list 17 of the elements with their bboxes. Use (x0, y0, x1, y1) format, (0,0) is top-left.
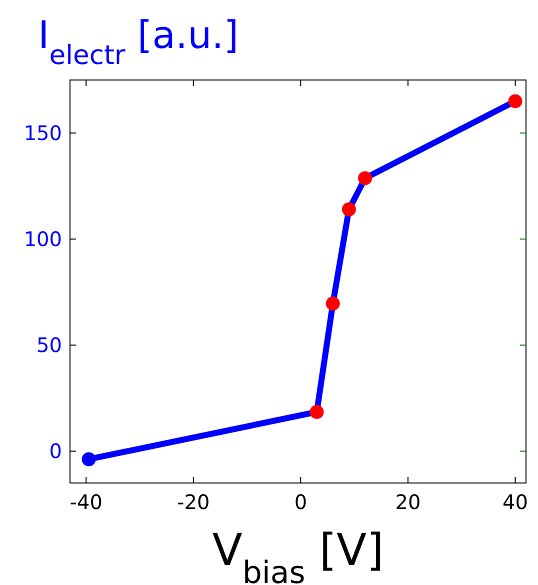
x-tick-label: 0 (294, 490, 308, 514)
point (342, 202, 356, 216)
x-axis-title: V$_{bias}$ [V] (212, 525, 384, 585)
x-tick-label: -20 (177, 490, 210, 514)
x-tick-label: 20 (395, 490, 421, 514)
y-axis-title: I$_{electr}$ [a.u.] (38, 13, 239, 70)
y-tick-label: 50 (36, 333, 62, 358)
x-tick-label: 40 (502, 490, 528, 514)
y-tick-label: 100 (24, 227, 62, 252)
y-tick-label: 150 (24, 121, 62, 146)
point (326, 296, 340, 311)
point (358, 171, 372, 186)
point (82, 452, 96, 466)
point (310, 404, 324, 419)
point (508, 94, 522, 108)
x-tick-label: -40 (70, 490, 102, 514)
y-tick-label: 0 (49, 439, 62, 464)
